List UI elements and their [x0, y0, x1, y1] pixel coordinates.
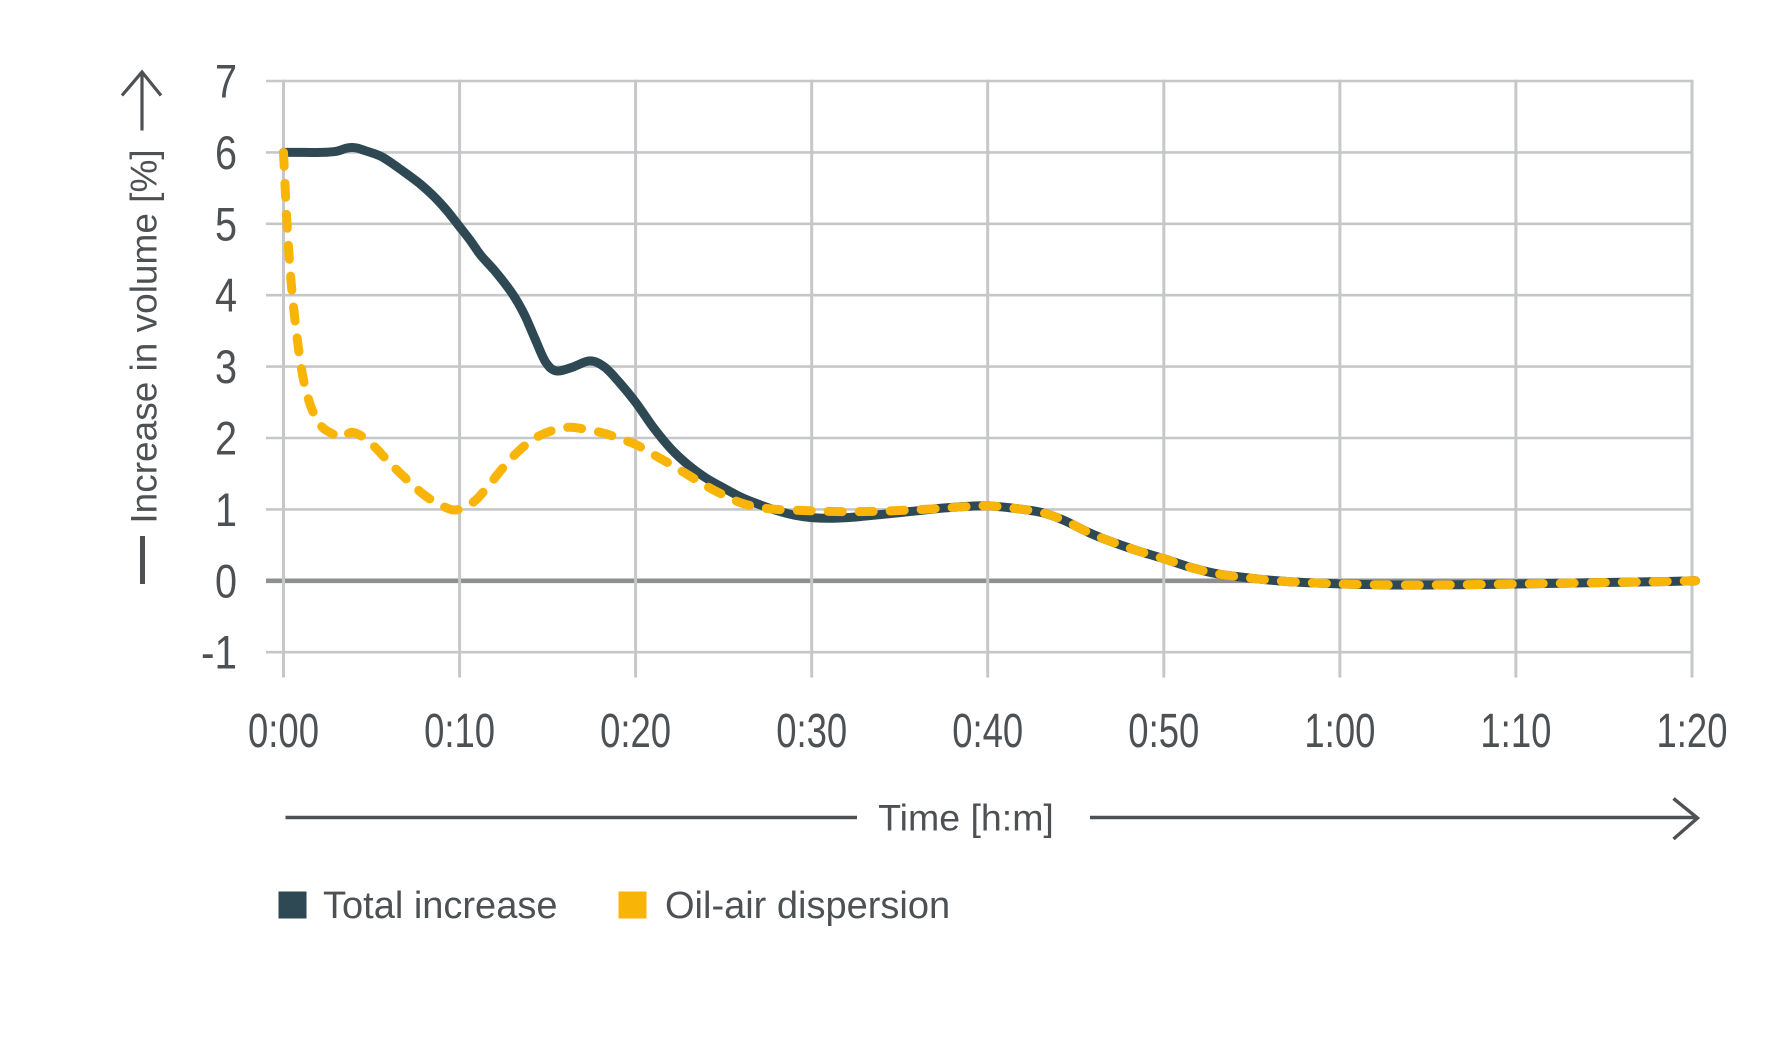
- svg-text:1:10: 1:10: [1480, 704, 1551, 758]
- svg-text:4: 4: [215, 269, 237, 322]
- svg-text:Total increase: Total increase: [323, 885, 557, 927]
- svg-text:2: 2: [215, 412, 237, 465]
- svg-text:1:20: 1:20: [1657, 704, 1728, 758]
- svg-text:Time [h:m]: Time [h:m]: [878, 797, 1054, 839]
- svg-text:5: 5: [215, 197, 237, 250]
- svg-text:Increase in volume [%]: Increase in volume [%]: [124, 149, 165, 523]
- svg-text:-1: -1: [201, 626, 237, 679]
- svg-text:0:10: 0:10: [424, 704, 495, 758]
- svg-text:0:30: 0:30: [776, 704, 847, 758]
- svg-text:0:00: 0:00: [248, 704, 319, 758]
- svg-text:0:50: 0:50: [1128, 704, 1199, 758]
- svg-text:1: 1: [215, 483, 237, 536]
- svg-text:3: 3: [215, 340, 237, 393]
- svg-text:1:00: 1:00: [1304, 704, 1375, 758]
- svg-text:7: 7: [215, 55, 237, 108]
- svg-text:Oil-air dispersion: Oil-air dispersion: [665, 885, 950, 927]
- svg-text:6: 6: [215, 126, 237, 179]
- svg-text:0:40: 0:40: [952, 704, 1023, 758]
- svg-text:0: 0: [215, 554, 237, 607]
- svg-text:0:20: 0:20: [600, 704, 671, 758]
